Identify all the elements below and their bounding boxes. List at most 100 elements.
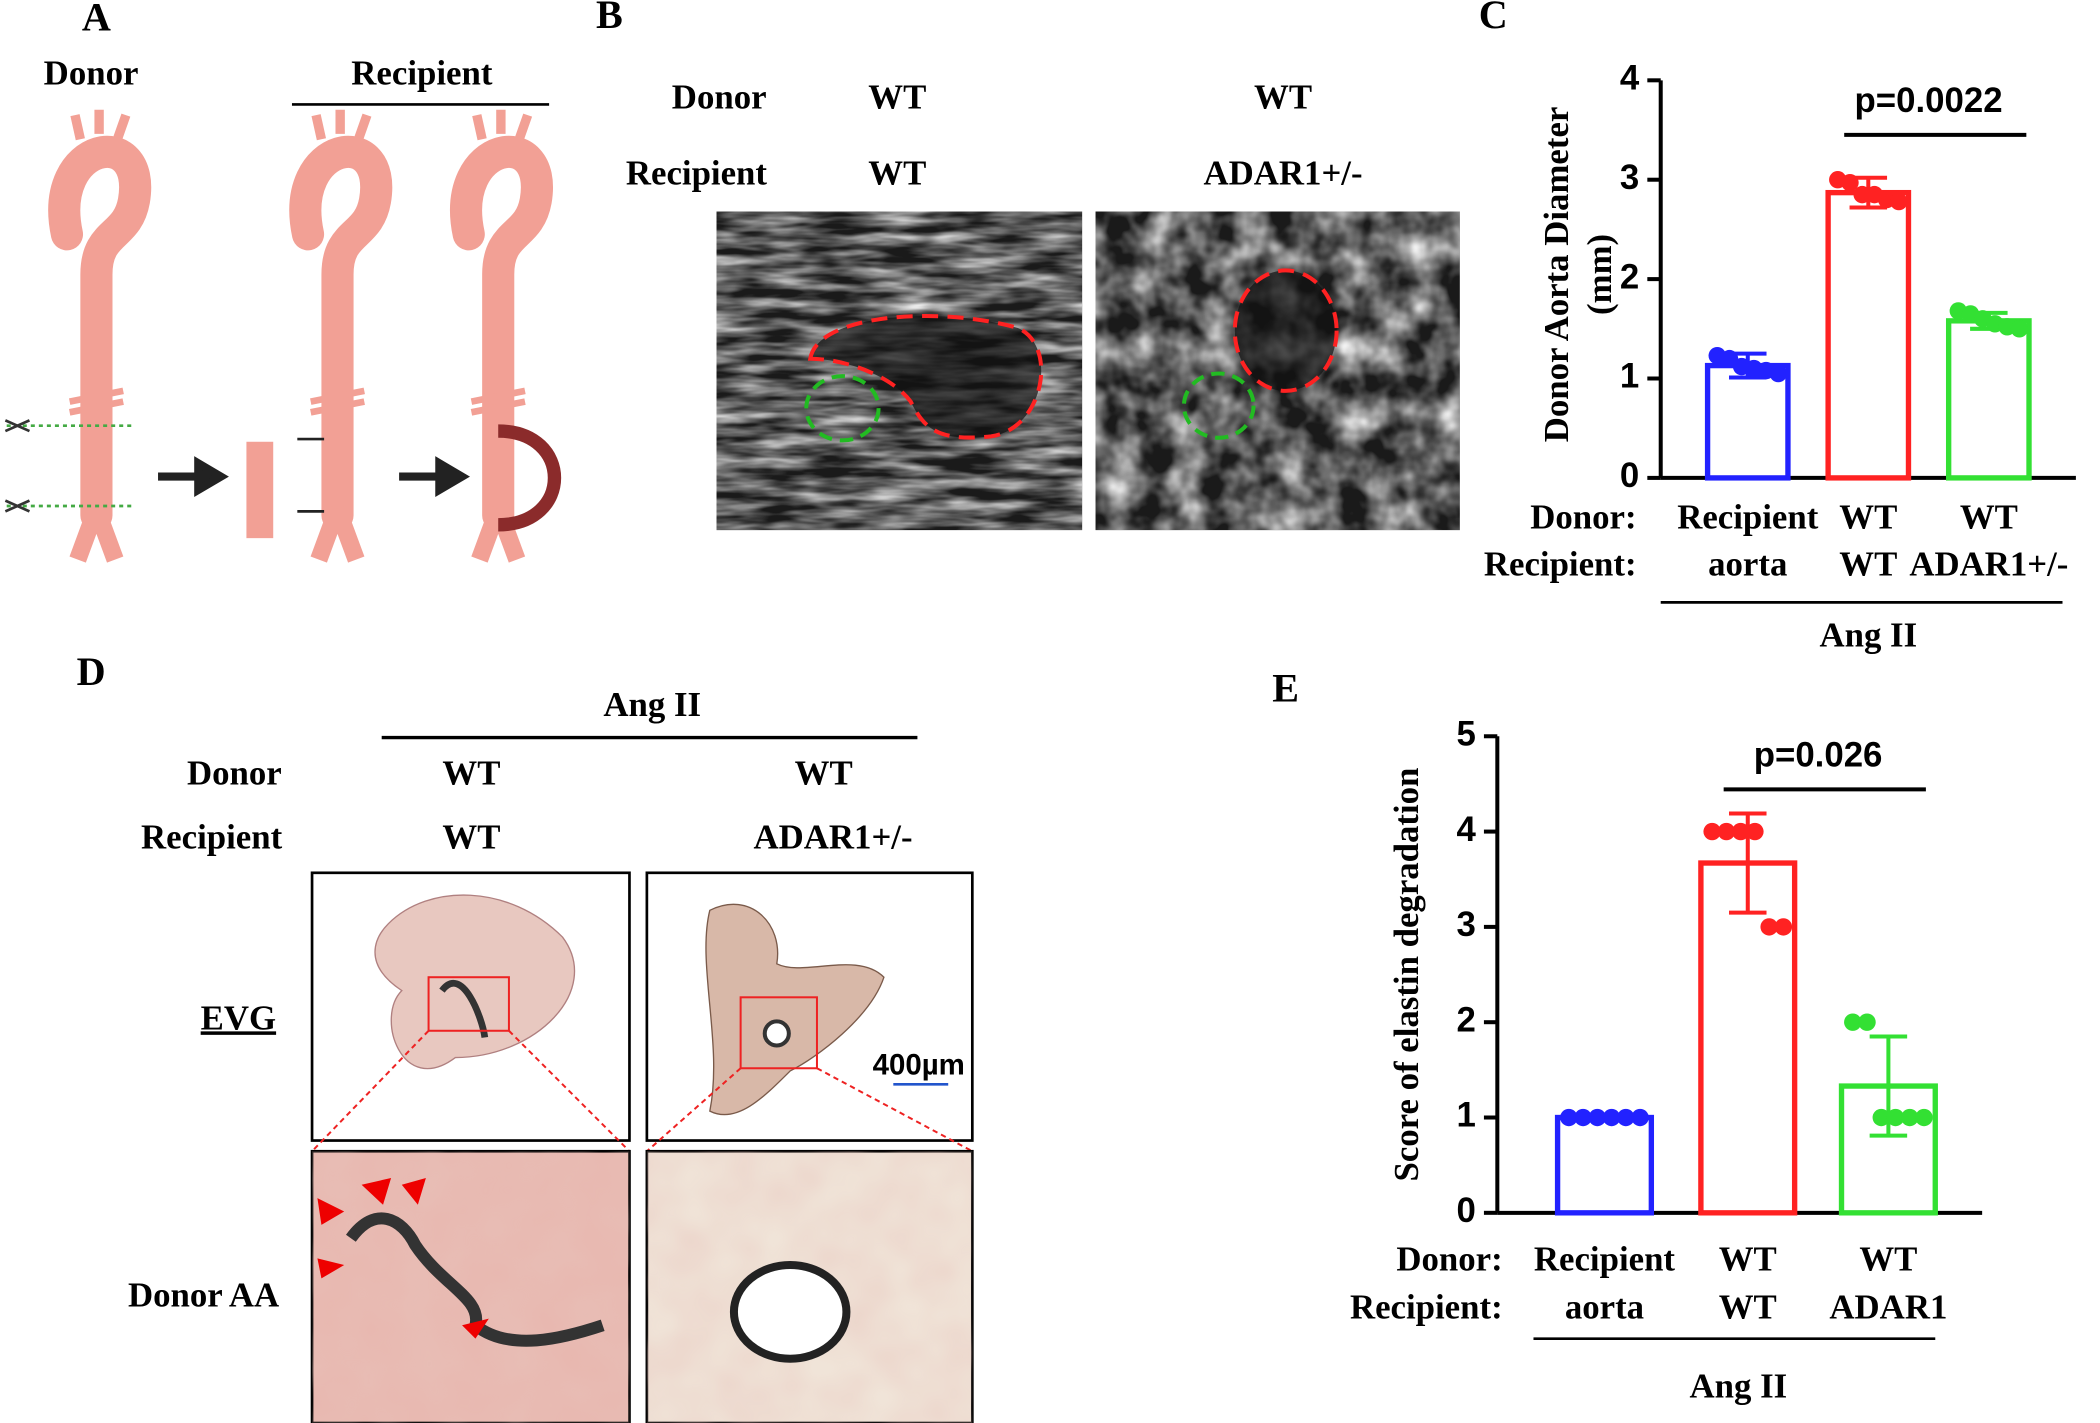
row-label: Donor: [187, 753, 282, 792]
category-label: WT: [1839, 545, 1897, 584]
row-label: Donor:: [1396, 1239, 1502, 1278]
p-value: p=0.026: [1754, 735, 1883, 774]
panel-d: D Ang II Donor WT WT Recipient WT ADAR1+…: [77, 649, 974, 1423]
row-label: Recipient:: [1350, 1288, 1503, 1327]
recipient-aorta: [305, 110, 376, 560]
data-point: [1760, 918, 1778, 936]
data-point: [1617, 1108, 1635, 1127]
genotype: WT: [442, 753, 500, 792]
grafted-aorta: [466, 110, 537, 560]
category-label: aorta: [1708, 545, 1787, 584]
genotype: WT: [1254, 77, 1312, 116]
donor-segment: [246, 441, 274, 539]
row-label: Donor: [672, 77, 767, 116]
genotype: WT: [795, 753, 853, 792]
category-label: WT: [1960, 498, 2018, 537]
y-axis-label: (mm): [1580, 234, 1619, 315]
category-label: ADAR1+/-: [1909, 545, 2068, 584]
panel-label: C: [1479, 0, 1508, 37]
pointer: [297, 437, 325, 513]
y-tick-label: 2: [1457, 1000, 1476, 1039]
row-label: Recipient: [141, 818, 283, 857]
stain-label: EVG: [201, 998, 276, 1037]
y-tick-label: 4: [1620, 59, 1640, 98]
y-tick-label: 2: [1620, 257, 1639, 296]
data-point: [1841, 173, 1859, 192]
genotype: ADAR1+/-: [754, 818, 913, 857]
elastin: [346, 1212, 605, 1347]
zoom-line: [311, 1030, 973, 1153]
vessel: [729, 1261, 851, 1363]
vessel: [762, 1019, 791, 1048]
data-point: [1858, 1013, 1876, 1031]
data-point: [1915, 1108, 1933, 1127]
category-label: WT: [1839, 498, 1897, 537]
bar: [1825, 189, 1912, 481]
donor-label: Donor: [44, 53, 139, 92]
zoom-box: [427, 976, 510, 1032]
panel-label: A: [82, 0, 111, 40]
data-point: [1602, 1108, 1621, 1127]
data-point: [1886, 1108, 1905, 1127]
panel-label: D: [77, 649, 106, 694]
category-label: WT: [1719, 1288, 1777, 1327]
donor-aorta: [64, 110, 135, 560]
category-label: WT: [1719, 1239, 1777, 1278]
y-tick-label: 0: [1457, 1191, 1476, 1230]
arrow: [158, 456, 229, 497]
data-point: [1774, 918, 1793, 936]
data-point: [1631, 1108, 1649, 1127]
data-point: [1746, 822, 1764, 841]
y-tick-label: 0: [1620, 456, 1639, 495]
scale-bar-label: 400µm: [873, 1049, 965, 1082]
category-label: Recipient: [1677, 498, 1819, 537]
data-point: [1588, 1108, 1607, 1127]
data-point: [1872, 1108, 1890, 1127]
genotype: ADAR1+/-: [1204, 154, 1363, 193]
group-label: Ang II: [1690, 1367, 1788, 1406]
category-label: Recipient: [1534, 1239, 1676, 1278]
panel-label: B: [596, 0, 623, 37]
bar: [1945, 318, 2032, 481]
category-label: WT: [1859, 1239, 1917, 1278]
data-point: [1560, 1108, 1578, 1127]
data-point: [1574, 1108, 1592, 1127]
data-point: [1703, 822, 1721, 841]
stain-label: Donor AA: [128, 1275, 279, 1314]
graft: [497, 424, 562, 532]
bar: [1704, 362, 1791, 481]
row-label: Recipient: [626, 154, 768, 193]
vessel-outline: [1181, 371, 1256, 440]
data-point: [1769, 364, 1788, 383]
y-axis-label: Donor Aorta Diameter: [1537, 107, 1576, 443]
lumen-outline: [807, 314, 1044, 440]
panel-a: A Donor Recipient: [4, 0, 562, 560]
y-tick-label: 1: [1620, 357, 1639, 396]
genotype: WT: [868, 154, 926, 193]
tissue: [374, 894, 576, 1070]
lumen-outline: [1232, 268, 1339, 393]
y-axis-label: Score of elastin degradation: [1387, 768, 1426, 1182]
group-label: Ang II: [1819, 616, 1917, 655]
category-label: aorta: [1565, 1288, 1644, 1327]
y-tick-label: 4: [1457, 810, 1477, 849]
zoom-box: [739, 996, 818, 1070]
panel-b: B Donor WT WT Recipient WT ADAR1+/-: [596, 0, 1460, 531]
recipient-label: Recipient: [351, 53, 493, 92]
row-label: Donor:: [1530, 498, 1636, 537]
scissors: [4, 419, 31, 513]
y-tick-label: 3: [1620, 158, 1639, 197]
panel-label: E: [1272, 665, 1299, 710]
genotype: WT: [868, 77, 926, 116]
genotype: WT: [442, 818, 500, 857]
bar: [1698, 860, 1798, 1216]
data-point: [1853, 185, 1871, 204]
y-tick-label: 5: [1457, 714, 1476, 753]
category-label: ADAR1: [1829, 1288, 1947, 1327]
tissue: [705, 903, 885, 1116]
data-point: [1731, 822, 1750, 841]
tissue-texture: [312, 1151, 630, 1423]
row-label: Recipient:: [1484, 545, 1637, 584]
